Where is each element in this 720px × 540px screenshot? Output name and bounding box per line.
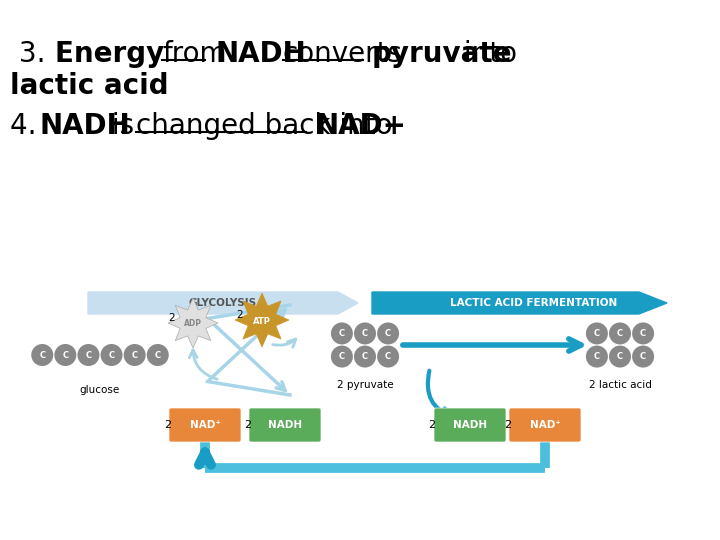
Text: into: into <box>455 40 517 68</box>
FancyArrow shape <box>88 292 358 314</box>
Text: C: C <box>86 350 91 360</box>
Text: C: C <box>132 350 138 360</box>
Circle shape <box>331 322 353 345</box>
Text: C: C <box>617 329 623 338</box>
FancyBboxPatch shape <box>249 408 321 442</box>
Circle shape <box>609 322 631 345</box>
Text: 2: 2 <box>505 420 512 430</box>
Text: C: C <box>339 329 345 338</box>
Text: NAD⁺: NAD⁺ <box>530 420 560 430</box>
Text: NADH: NADH <box>40 112 131 140</box>
Text: C: C <box>339 352 345 361</box>
Text: Energy: Energy <box>55 40 174 68</box>
Text: GLYCOLYSIS: GLYCOLYSIS <box>189 298 257 308</box>
Circle shape <box>147 344 168 366</box>
Text: 2: 2 <box>244 420 251 430</box>
Circle shape <box>331 346 353 368</box>
Text: 3.: 3. <box>10 40 55 68</box>
Text: 2 lactic acid: 2 lactic acid <box>588 380 652 390</box>
Text: C: C <box>362 352 368 361</box>
Text: pyruvate: pyruvate <box>372 40 513 68</box>
Text: C: C <box>640 352 646 361</box>
Circle shape <box>31 344 53 366</box>
FancyBboxPatch shape <box>434 408 506 442</box>
Circle shape <box>354 346 376 368</box>
Text: NADH: NADH <box>268 420 302 430</box>
Text: converts: converts <box>283 40 403 68</box>
Text: C: C <box>640 329 646 338</box>
Text: C: C <box>109 350 114 360</box>
Circle shape <box>101 344 122 366</box>
Text: C: C <box>385 329 391 338</box>
Text: 2: 2 <box>168 313 175 323</box>
FancyBboxPatch shape <box>509 408 581 442</box>
Text: C: C <box>594 352 600 361</box>
FancyArrow shape <box>372 292 667 314</box>
Circle shape <box>124 344 145 366</box>
Text: from: from <box>162 40 227 68</box>
Circle shape <box>632 346 654 368</box>
Text: changed back into: changed back into <box>136 112 392 140</box>
Text: C: C <box>617 352 623 361</box>
Text: 2: 2 <box>428 420 436 430</box>
Text: C: C <box>155 350 161 360</box>
Text: C: C <box>385 352 391 361</box>
Text: C: C <box>594 329 600 338</box>
Circle shape <box>377 346 399 368</box>
Circle shape <box>609 346 631 368</box>
Circle shape <box>354 322 376 345</box>
Polygon shape <box>168 298 218 348</box>
Text: ATP: ATP <box>253 316 271 326</box>
Text: C: C <box>39 350 45 360</box>
Circle shape <box>586 322 608 345</box>
Circle shape <box>78 344 99 366</box>
Text: 2 pyruvate: 2 pyruvate <box>337 380 393 390</box>
Circle shape <box>54 344 76 366</box>
Text: C: C <box>63 350 68 360</box>
Circle shape <box>632 322 654 345</box>
Polygon shape <box>235 293 289 347</box>
Text: lactic acid: lactic acid <box>10 72 168 100</box>
Text: NADH: NADH <box>215 40 306 68</box>
Text: NAD+: NAD+ <box>316 112 407 140</box>
FancyBboxPatch shape <box>169 408 241 442</box>
Text: glucose: glucose <box>80 385 120 395</box>
Circle shape <box>377 322 399 345</box>
Text: LACTIC ACID FERMENTATION: LACTIC ACID FERMENTATION <box>450 298 617 308</box>
Circle shape <box>586 346 608 368</box>
Text: NAD⁺: NAD⁺ <box>189 420 220 430</box>
Text: 4.: 4. <box>10 112 45 140</box>
Text: 2: 2 <box>237 310 243 320</box>
Text: ADP: ADP <box>184 320 202 328</box>
Text: is: is <box>103 112 143 140</box>
Text: NADH: NADH <box>453 420 487 430</box>
Text: C: C <box>362 329 368 338</box>
Text: 2: 2 <box>164 420 171 430</box>
